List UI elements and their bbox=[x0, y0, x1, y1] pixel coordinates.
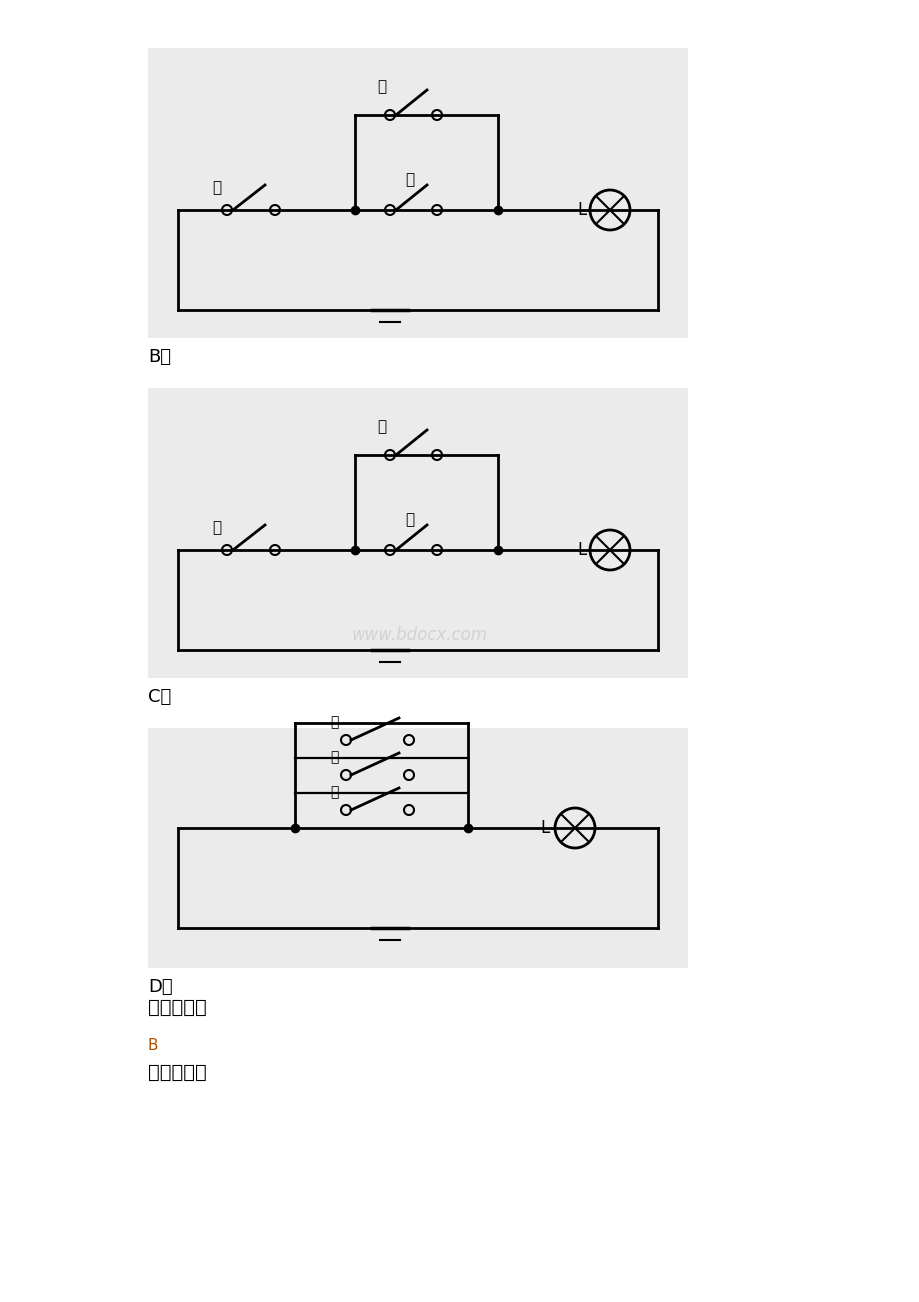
Bar bbox=[148, 388, 687, 678]
Text: L: L bbox=[577, 201, 586, 219]
Bar bbox=[148, 48, 687, 339]
Text: 乙: 乙 bbox=[377, 79, 386, 95]
Bar bbox=[148, 728, 687, 967]
Text: 【答案】：: 【答案】： bbox=[148, 999, 207, 1017]
Text: www.bdocx.com: www.bdocx.com bbox=[352, 626, 487, 644]
Text: B: B bbox=[148, 1038, 158, 1053]
Text: 丁: 丁 bbox=[405, 513, 414, 527]
Text: D、: D、 bbox=[148, 978, 173, 996]
Text: 丙: 丙 bbox=[405, 172, 414, 187]
Text: 乙: 乙 bbox=[377, 419, 386, 435]
Text: 乙: 乙 bbox=[329, 750, 338, 764]
Text: 甲: 甲 bbox=[212, 181, 221, 195]
Text: 丁: 丁 bbox=[329, 715, 338, 729]
Text: 【解析】：: 【解析】： bbox=[148, 1062, 207, 1082]
Text: C、: C、 bbox=[148, 687, 171, 706]
Text: 丙: 丙 bbox=[212, 521, 221, 535]
Text: L: L bbox=[577, 542, 586, 559]
Text: 丙: 丙 bbox=[329, 785, 338, 799]
Text: B、: B、 bbox=[148, 348, 171, 366]
Text: L: L bbox=[539, 819, 549, 837]
